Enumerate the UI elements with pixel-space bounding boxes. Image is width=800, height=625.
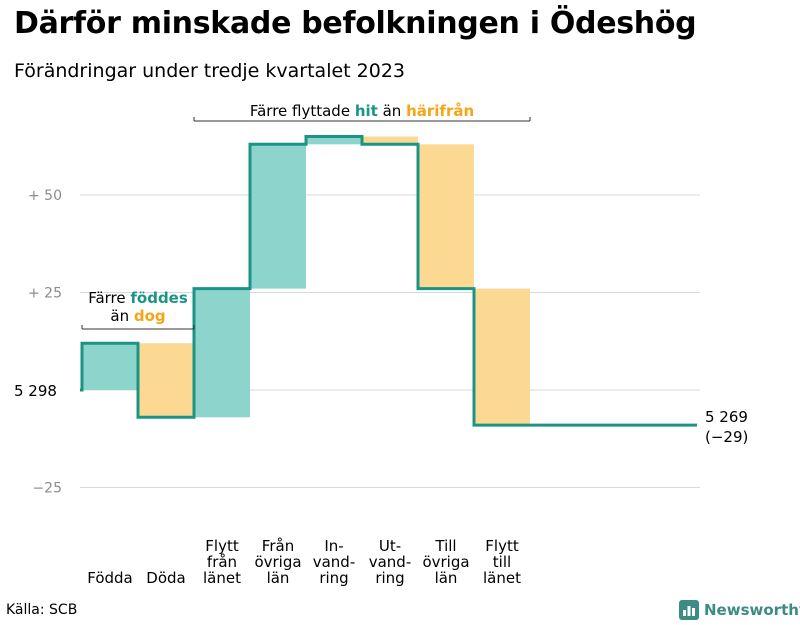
- waterfall-bar: [418, 144, 474, 289]
- category-label: Ut-vand-ring: [369, 537, 412, 587]
- category-label: Till övriga län: [422, 537, 469, 587]
- end-change-label: (−29): [705, 428, 748, 446]
- category-label: In-vand-ring: [313, 537, 356, 587]
- waterfall-bar: [306, 136, 362, 145]
- cumulative-step-line: [80, 135, 697, 427]
- waterfall-bar: [82, 343, 138, 390]
- waterfall-bar: [138, 343, 194, 418]
- newsworthy-logo-icon: [679, 600, 699, 620]
- waterfall-bar: [194, 288, 250, 418]
- chart-title: Därför minskade befolkningen i Ödeshög: [14, 6, 697, 41]
- waterfall-bar: [250, 144, 306, 289]
- brand-name: Newsworthy: [704, 601, 800, 619]
- category-label: Flytt från länet: [203, 537, 241, 587]
- y-tick-label: + 25: [28, 286, 62, 302]
- brand-logo: Newsworthy: [679, 600, 800, 620]
- annotation-text: än dog: [110, 307, 165, 325]
- y-tick-label: −25: [32, 481, 62, 497]
- waterfall-bar: [362, 136, 418, 145]
- chart-subtitle: Förändringar under tredje kvartalet 2023: [14, 60, 406, 82]
- category-label: Döda: [146, 569, 185, 587]
- category-label: Flytt till länet: [483, 537, 521, 587]
- y-tick-label: + 50: [28, 188, 62, 204]
- baseline-value-label: 5 298: [14, 382, 57, 400]
- category-label: Födda: [87, 569, 133, 587]
- annotation-text: Färre flyttade hit än härifrån: [250, 102, 474, 120]
- end-value-label: 5 269: [705, 408, 748, 426]
- category-label: Från övriga län: [254, 537, 301, 587]
- waterfall-bar: [474, 288, 530, 426]
- annotation-text: Färre föddes: [88, 289, 188, 307]
- source-note: Källa: SCB: [6, 602, 78, 618]
